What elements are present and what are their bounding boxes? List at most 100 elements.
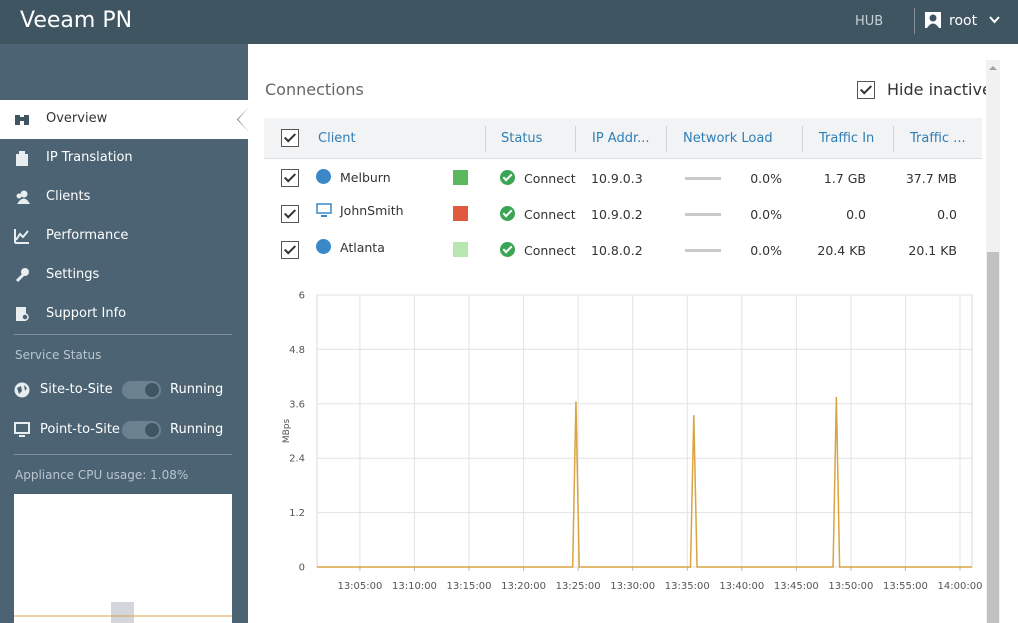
column-separator <box>802 126 803 152</box>
service-toggle[interactable] <box>122 421 161 439</box>
status: Connect <box>524 243 576 258</box>
traffic-out: 20.1 KB <box>908 243 957 258</box>
hide-inactive-label[interactable]: Hide inactive <box>887 80 992 99</box>
column-header[interactable]: Status <box>501 131 543 146</box>
status: Connect <box>524 207 576 222</box>
client-name: Melburn <box>340 170 391 185</box>
load: 0.0% <box>750 171 782 186</box>
y-tick-label: 0 <box>299 563 305 574</box>
column-header[interactable]: Traffic In <box>819 131 875 146</box>
checkbox[interactable] <box>281 129 299 147</box>
service-icon <box>14 422 30 437</box>
nav-item[interactable]: IP Translation <box>46 150 133 165</box>
section-title: Connections <box>265 80 364 99</box>
client-color <box>453 170 468 185</box>
separator <box>14 454 232 455</box>
status-icon <box>500 170 515 185</box>
column-header[interactable]: Network Load <box>683 131 773 146</box>
nav-icon <box>16 307 29 321</box>
x-tick-label: 13:55:00 <box>883 581 928 592</box>
nav-item[interactable]: Performance <box>46 228 129 243</box>
x-tick-label: 13:35:00 <box>665 581 710 592</box>
active-notch <box>237 108 248 131</box>
sidebar: Overview IP Translation Clients Performa… <box>0 44 248 623</box>
status: Connect <box>524 171 576 186</box>
app-title: Veeam PN <box>20 8 133 33</box>
x-tick-label: 13:40:00 <box>719 581 764 592</box>
column-separator <box>575 126 576 152</box>
scrollbar-thumb[interactable] <box>987 252 999 623</box>
cpu-label: Appliance CPU usage: 1.08% <box>15 468 189 482</box>
service-status: Running <box>170 422 224 437</box>
column-separator <box>893 126 894 152</box>
column-header[interactable]: Traffic ... <box>910 131 966 146</box>
y-tick-label: 3.6 <box>289 399 305 410</box>
service-icon <box>14 382 30 398</box>
cpu-chart <box>14 494 232 623</box>
x-tick-label: 14:00:00 <box>938 581 983 592</box>
nav-icon <box>16 190 30 204</box>
column-separator <box>485 126 486 152</box>
x-tick-label: 13:30:00 <box>610 581 655 592</box>
y-axis-label: MBps <box>282 419 292 444</box>
nav-icon <box>14 229 29 244</box>
client-name: Atlanta <box>340 240 385 255</box>
nav-item[interactable]: Clients <box>46 189 91 204</box>
load-bar <box>685 177 721 180</box>
scroll-arrow[interactable] <box>988 64 998 72</box>
y-tick-label: 6 <box>299 291 305 302</box>
service-name: Point-to-Site <box>40 422 120 437</box>
header: Veeam PN HUB root <box>0 0 1018 44</box>
status-icon <box>500 242 515 257</box>
traffic-out: 37.7 MB <box>905 171 957 186</box>
load-bar <box>685 249 721 252</box>
section-title: Service Status <box>15 348 102 362</box>
user-icon <box>925 12 941 28</box>
column-header[interactable]: IP Addr... <box>592 131 650 146</box>
client-color <box>453 206 468 221</box>
y-tick-label: 4.8 <box>289 345 305 356</box>
x-tick-label: 13:25:00 <box>556 581 601 592</box>
nav-icon <box>16 151 28 166</box>
y-tick-label: 2.4 <box>289 454 305 465</box>
checkbox[interactable] <box>281 205 299 223</box>
x-tick-label: 13:15:00 <box>447 581 492 592</box>
ip: 10.8.0.2 <box>591 243 643 258</box>
service-name: Site-to-Site <box>40 382 113 397</box>
traffic-in: 0.0 <box>846 207 866 222</box>
client-name: JohnSmith <box>340 203 404 218</box>
divider <box>914 8 915 34</box>
ip: 10.9.0.2 <box>591 207 643 222</box>
nav-icon <box>15 115 29 125</box>
data-line <box>317 396 972 568</box>
mode-label: HUB <box>855 14 884 29</box>
nav-item[interactable]: Support Info <box>46 306 127 321</box>
status-icon <box>500 206 515 221</box>
traffic-in: 1.7 GB <box>823 171 866 186</box>
checkbox[interactable] <box>857 81 875 99</box>
checkbox[interactable] <box>281 241 299 259</box>
checkbox[interactable] <box>281 169 299 187</box>
table-header <box>264 118 982 159</box>
plot-area <box>316 294 973 568</box>
column-header[interactable]: Client <box>318 131 356 146</box>
nav-item[interactable]: Overview <box>46 111 108 126</box>
user-menu[interactable]: root <box>949 13 978 29</box>
chevron[interactable] <box>989 16 1000 24</box>
nav-item[interactable]: Settings <box>46 267 100 282</box>
y-tick-label: 1.2 <box>289 508 305 519</box>
x-tick-label: 13:10:00 <box>392 581 437 592</box>
client-color <box>453 242 468 257</box>
load-bar <box>685 213 721 216</box>
column-separator <box>666 126 667 152</box>
nav-icon <box>15 268 29 283</box>
nav-active <box>0 100 248 139</box>
client-icon <box>316 239 331 254</box>
x-tick-label: 13:05:00 <box>337 581 382 592</box>
client-icon <box>316 203 332 217</box>
x-tick-label: 13:20:00 <box>501 581 546 592</box>
load: 0.0% <box>750 243 782 258</box>
service-toggle[interactable] <box>122 381 161 399</box>
